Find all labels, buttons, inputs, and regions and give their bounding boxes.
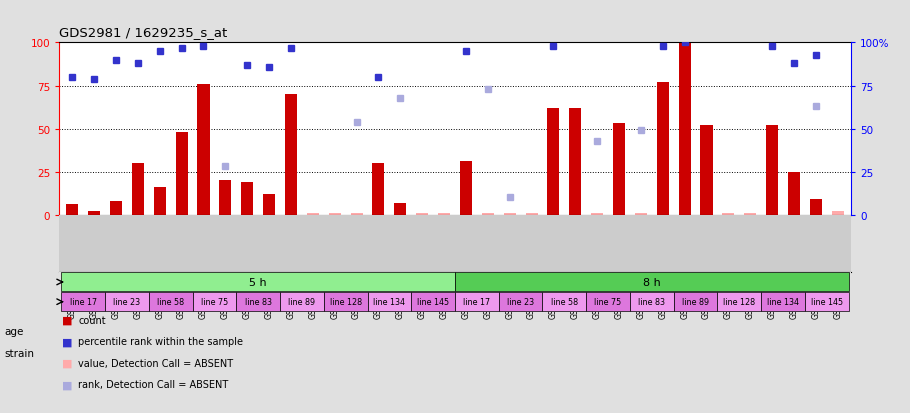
- Bar: [460, 162, 472, 215]
- Bar: [542, 292, 586, 311]
- Bar: [350, 214, 362, 215]
- Bar: [481, 214, 494, 215]
- Text: line 128: line 128: [723, 297, 755, 306]
- Bar: [105, 292, 149, 311]
- Bar: [723, 214, 734, 215]
- Bar: [613, 124, 625, 215]
- Text: age: age: [5, 326, 24, 336]
- Text: value, Detection Call = ABSENT: value, Detection Call = ABSENT: [78, 358, 233, 368]
- Bar: [66, 205, 78, 215]
- Bar: [805, 292, 849, 311]
- Bar: [810, 200, 822, 215]
- Text: ■: ■: [62, 337, 73, 347]
- Text: line 128: line 128: [329, 297, 361, 306]
- Bar: [368, 292, 411, 311]
- Bar: [394, 203, 407, 215]
- Text: line 89: line 89: [682, 297, 709, 306]
- Bar: [280, 292, 324, 311]
- Bar: [788, 172, 800, 215]
- Text: line 23: line 23: [507, 297, 534, 306]
- Bar: [438, 214, 450, 215]
- Bar: [570, 109, 581, 215]
- Bar: [197, 85, 209, 215]
- Bar: [237, 292, 280, 311]
- Bar: [455, 292, 499, 311]
- Bar: [307, 214, 318, 215]
- Text: rank, Detection Call = ABSENT: rank, Detection Call = ABSENT: [78, 380, 228, 389]
- Bar: [455, 273, 849, 292]
- Bar: [499, 292, 542, 311]
- Bar: [592, 214, 603, 215]
- Text: percentile rank within the sample: percentile rank within the sample: [78, 337, 243, 347]
- Bar: [61, 273, 455, 292]
- Bar: [263, 195, 275, 215]
- Bar: [701, 126, 713, 215]
- Text: 5 h: 5 h: [249, 277, 267, 287]
- Bar: [154, 188, 166, 215]
- Bar: [241, 183, 253, 215]
- Text: line 23: line 23: [114, 297, 140, 306]
- Bar: [526, 214, 538, 215]
- Bar: [548, 109, 560, 215]
- Text: line 83: line 83: [638, 297, 665, 306]
- Bar: [635, 214, 647, 215]
- Bar: [832, 212, 844, 215]
- Bar: [761, 292, 805, 311]
- Text: 8 h: 8 h: [643, 277, 661, 287]
- Bar: [586, 292, 630, 311]
- Text: line 83: line 83: [245, 297, 272, 306]
- Text: line 145: line 145: [811, 297, 843, 306]
- Bar: [219, 181, 231, 215]
- Bar: [630, 292, 673, 311]
- Bar: [110, 202, 122, 215]
- Bar: [411, 292, 455, 311]
- Text: line 75: line 75: [201, 297, 228, 306]
- Bar: [324, 292, 368, 311]
- Bar: [132, 164, 144, 215]
- Text: line 58: line 58: [551, 297, 578, 306]
- Bar: [766, 126, 778, 215]
- Bar: [61, 292, 105, 311]
- Bar: [372, 164, 384, 215]
- Text: line 75: line 75: [594, 297, 622, 306]
- Bar: [657, 83, 669, 215]
- Text: strain: strain: [5, 348, 35, 358]
- Text: count: count: [78, 315, 106, 325]
- Text: line 58: line 58: [157, 297, 184, 306]
- Bar: [149, 292, 193, 311]
- Bar: [193, 292, 237, 311]
- Bar: [679, 43, 691, 215]
- Bar: [416, 214, 429, 215]
- Text: line 89: line 89: [288, 297, 316, 306]
- Text: GDS2981 / 1629235_s_at: GDS2981 / 1629235_s_at: [59, 26, 228, 39]
- Text: ■: ■: [62, 380, 73, 389]
- Bar: [176, 133, 187, 215]
- Text: ■: ■: [62, 358, 73, 368]
- Text: ■: ■: [62, 315, 73, 325]
- Bar: [503, 214, 516, 215]
- Bar: [717, 292, 761, 311]
- Bar: [285, 95, 297, 215]
- Bar: [673, 292, 717, 311]
- Text: line 134: line 134: [373, 297, 405, 306]
- Bar: [88, 212, 100, 215]
- Text: line 134: line 134: [767, 297, 799, 306]
- Bar: [329, 214, 340, 215]
- Text: line 17: line 17: [70, 297, 96, 306]
- Text: line 145: line 145: [417, 297, 450, 306]
- Text: line 17: line 17: [463, 297, 490, 306]
- Bar: [744, 214, 756, 215]
